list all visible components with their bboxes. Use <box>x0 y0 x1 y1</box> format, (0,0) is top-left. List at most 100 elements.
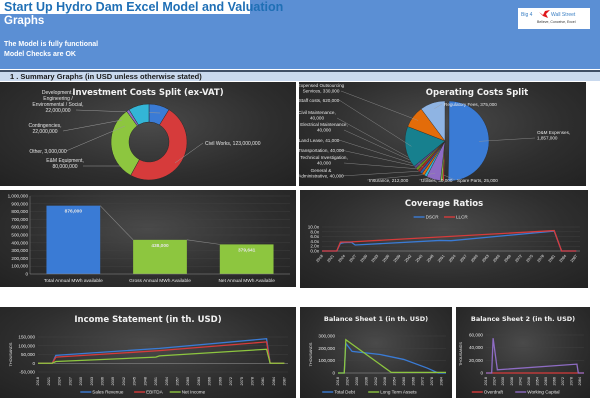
x-tick-label: 2048 <box>527 377 531 385</box>
x-tick-label: 2024 <box>346 377 350 385</box>
x-tick-label: 2018 <box>36 377 40 385</box>
series-line-total-debt <box>338 341 446 374</box>
slice-label-civil-maintenance: Civil Maintenance, 40,000 <box>299 110 336 121</box>
series-line-working-capital <box>486 338 584 374</box>
x-tick-label: 2033 <box>90 377 94 385</box>
x-tick-label: 2051 <box>154 377 158 385</box>
y-tick-label: 100,000 <box>11 264 28 269</box>
section-header <box>0 72 600 81</box>
x-tick-label: 2048 <box>143 377 147 385</box>
leader-line <box>340 90 419 121</box>
y-tick-label: 300,000 <box>318 334 335 339</box>
x-tick-label: Total Annual MWh available <box>44 278 103 284</box>
slice-label-spare-parts: Spare Parts, 25,000 <box>457 178 498 183</box>
x-tick-label: 2084 <box>440 377 444 385</box>
chart-title: Coverage Ratios <box>405 199 483 209</box>
y-tick-label: 20,000 <box>469 358 483 363</box>
x-tick-label: 2024 <box>58 377 62 385</box>
bar-gross-annual-mwh-available <box>133 239 187 274</box>
x-tick-label: 2018 <box>336 377 340 385</box>
x-tick-label: 2087 <box>570 254 578 263</box>
slice-label-development-engineering-environmental-social: Development / Engineering / Environmental … <box>32 90 83 114</box>
x-tick-label: 2054 <box>535 377 539 385</box>
legend-label-sales-revenue: Sales Revenue <box>92 390 124 395</box>
x-tick-label: 2042 <box>374 377 378 385</box>
x-tick-label: 2066 <box>492 254 500 263</box>
x-tick-label: 2048 <box>383 377 387 385</box>
page-title: Start Up Hydro Dam Excel Model and Valua… <box>4 0 284 14</box>
y-tick-label: 500,000 <box>11 233 28 238</box>
legend-label-net-income: Net Income <box>182 390 206 395</box>
slice-label-general-administrative: General & Administrative, 40,000 <box>299 168 344 179</box>
chart-svg: Balance Sheet 2 (in th. USD) 0 20,000 40,00… <box>459 315 584 395</box>
leader-line <box>65 125 126 152</box>
legend-label-working-capital: Working Capital <box>527 390 559 395</box>
y-axis-title: THOUSANDS <box>309 342 313 366</box>
x-tick-label: 2078 <box>430 377 434 385</box>
slice-o-m-expenses <box>447 100 490 182</box>
y-tick-label: 8.0x <box>310 229 319 234</box>
x-tick-label: 2030 <box>355 377 359 385</box>
x-tick-label: 2042 <box>122 377 126 385</box>
x-tick-label: 2075 <box>526 254 534 263</box>
y-tick-label: 2.0x <box>310 244 319 249</box>
connector-line <box>186 239 220 245</box>
x-tick-label: 2036 <box>364 377 368 385</box>
x-tick-label: 2021 <box>327 254 335 263</box>
logo-text-right: Wall Street <box>551 12 576 18</box>
legend-label-total-debt: Total Debt <box>334 390 355 395</box>
x-tick-label: Gross Annual MWh Available <box>129 278 191 284</box>
x-tick-label: 2030 <box>79 377 83 385</box>
y-tick-label: 0 <box>32 361 35 366</box>
slice-contingencies <box>128 103 150 126</box>
x-tick-label: 2045 <box>415 254 423 263</box>
slice-label-regulatory-fees: Regulatory Fees, 375,000 <box>444 102 497 107</box>
x-tick-label: 2063 <box>197 377 201 385</box>
status-model-checks: Model Checks are OK <box>4 51 76 58</box>
x-tick-label: 2036 <box>382 254 390 263</box>
y-tick-label: 200,000 <box>318 346 335 351</box>
x-tick-label: 2072 <box>561 377 565 385</box>
y-tick-label: 700,000 <box>11 217 28 222</box>
leader-line <box>340 149 425 169</box>
x-tick-label: 2075 <box>240 377 244 385</box>
x-tick-label: 2030 <box>360 254 368 263</box>
operating-costs-chart: Operating Costs Split O&M Expenses, 1,857,… <box>299 82 586 186</box>
slice-label-expensed-outsourcing-services: Expensed Outsourcing Services, 330,000 <box>299 83 345 94</box>
bar-value-label: 438,000 <box>151 243 169 249</box>
x-tick-label: 2021 <box>47 377 51 385</box>
x-tick-label: 2078 <box>569 377 573 385</box>
section-divider <box>0 70 600 72</box>
slice-label-technical-investigation: Technical Investigation, 40,000 <box>300 155 348 166</box>
slice-label-staff-costs: Staff costs, 620,000 <box>299 98 340 103</box>
y-tick-label: 10.0x <box>308 225 320 230</box>
slice-label-other: Other, 3,000,000 <box>29 149 66 155</box>
x-tick-label: 2087 <box>283 377 287 385</box>
x-tick-label: 2054 <box>393 377 397 385</box>
leader-line <box>443 174 456 181</box>
x-tick-label: 2081 <box>548 254 556 263</box>
y-axis-title: THOUSANDS <box>9 342 13 366</box>
y-tick-label: 4.0x <box>310 239 319 244</box>
x-tick-label: 2042 <box>404 254 412 263</box>
slice-label-electrical-maintenance: Electrical Maintenance, 40,000 <box>300 122 348 133</box>
chart-svg: Investment Costs Split (ex-VAT)Developme… <box>28 88 261 181</box>
x-tick-label: 2027 <box>349 254 357 263</box>
x-tick-label: 2033 <box>371 254 379 263</box>
page-subtitle: Graphs <box>4 15 45 27</box>
title-box <box>0 0 250 14</box>
series-line-llcr <box>322 229 577 252</box>
header-banner: Start Up Hydro Dam Excel Model and Valua… <box>0 0 600 69</box>
y-tick-label: 800,000 <box>11 209 28 214</box>
bar-total-annual-mwh-available <box>46 205 101 274</box>
y-tick-label: 0 <box>480 371 483 376</box>
legend-label-llcr: LLCR <box>456 215 468 220</box>
y-tick-label: 50,000 <box>21 352 35 357</box>
section-title: 1 . Summary Graphs (in USD unless otherw… <box>10 72 202 81</box>
x-tick-label: 2069 <box>503 254 511 263</box>
y-tick-label: 100,000 <box>318 358 335 363</box>
x-tick-label: 2066 <box>411 377 415 385</box>
y-tick-label: 0.0x <box>310 249 319 254</box>
x-tick-label: 2057 <box>175 377 179 385</box>
chart-title: Investment Costs Split (ex-VAT) <box>72 88 223 98</box>
